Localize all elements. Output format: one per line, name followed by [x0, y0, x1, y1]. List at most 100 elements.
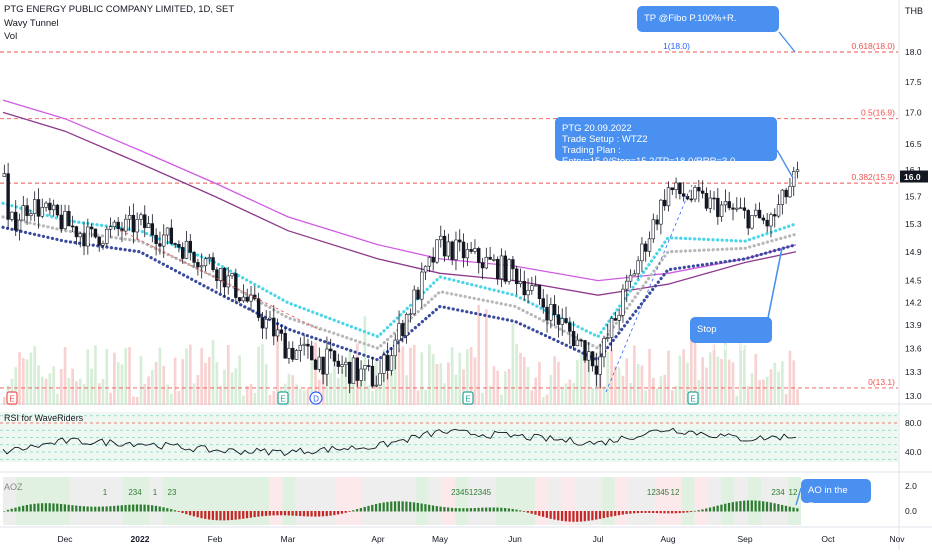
candle-body — [533, 284, 538, 287]
aoz-zone-band — [322, 477, 336, 525]
volume-bar — [261, 344, 264, 405]
candle-body — [359, 368, 363, 381]
volume-bar — [211, 339, 215, 405]
aoz-histogram-bar — [37, 503, 40, 512]
aoz-histogram-bar — [640, 511, 643, 513]
indicator-vol-label[interactable]: Vol — [4, 31, 18, 42]
aoz-histogram-bar — [162, 507, 165, 512]
volume-bar — [169, 394, 173, 405]
aoz-histogram-bar — [291, 511, 294, 516]
volume-bar — [302, 390, 306, 405]
volume-bar — [177, 390, 181, 405]
aoz-zone-count: 234 — [128, 488, 142, 497]
candle-body — [287, 347, 291, 359]
aoz-zone-band — [308, 477, 323, 525]
aoz-histogram-bar — [94, 506, 97, 512]
aoz-histogram-bar — [792, 507, 795, 512]
earnings-marker — [277, 391, 289, 405]
volume-bar — [663, 374, 667, 405]
volume-bar — [48, 373, 52, 405]
volume-bar — [75, 381, 78, 405]
candle-body — [173, 243, 177, 245]
aoz-histogram-bar — [306, 511, 309, 517]
volume-bar — [390, 364, 393, 405]
volume-bar — [686, 362, 689, 405]
candle-body — [678, 182, 682, 195]
candle-body — [275, 329, 280, 337]
candle-body — [370, 365, 375, 387]
aoz-histogram-bar — [185, 511, 188, 515]
ao-zone-callout: AO in the Zone — [801, 479, 871, 512]
volume-bar — [450, 347, 454, 405]
aoz-zone-count: 23 — [168, 488, 177, 497]
volume-bar — [481, 392, 484, 405]
volume-bar — [731, 362, 735, 405]
volume-bar — [492, 366, 496, 405]
aoz-histogram-bar — [75, 505, 78, 512]
candle-body — [256, 298, 261, 318]
time-tick-label: Oct — [821, 534, 835, 544]
aoz-histogram-bar — [200, 511, 203, 519]
volume-bar — [226, 344, 230, 405]
aoz-histogram-bar — [276, 511, 279, 516]
fib-label: 0(13.1) — [868, 377, 895, 387]
aoz-zone-count: 1 — [153, 488, 158, 497]
volume-bar — [397, 348, 401, 405]
volume-bar — [697, 380, 701, 405]
aoz-histogram-bar — [443, 507, 446, 512]
aoz-zone-count: 12345 — [469, 488, 492, 497]
time-tick-label: Jun — [508, 534, 522, 544]
candle-body — [70, 225, 75, 228]
volume-bar — [230, 372, 234, 405]
candle-body — [101, 243, 105, 246]
candle-body — [211, 257, 215, 271]
aoz-tick-label: 0.0 — [905, 506, 917, 516]
aoz-histogram-bar — [496, 507, 499, 512]
volume-bar — [151, 370, 154, 405]
aoz-histogram-bar — [693, 510, 697, 512]
aoz-zone-band — [707, 477, 722, 525]
current-price-badge — [900, 170, 928, 183]
volume-bar — [439, 363, 443, 405]
aoz-histogram-bar — [435, 506, 438, 512]
candle-body — [412, 289, 416, 315]
volume-bar — [458, 352, 462, 405]
aoz-histogram-bar — [242, 511, 245, 519]
aoz-zone-band — [787, 477, 801, 525]
volume-bar — [306, 387, 310, 405]
candle-body — [674, 182, 678, 190]
candle-body — [427, 256, 432, 267]
candle-body — [792, 171, 796, 187]
aoz-histogram-bar — [253, 511, 256, 518]
volume-bar — [614, 366, 617, 405]
aoz-histogram-bar — [587, 511, 590, 521]
candle-body — [625, 280, 629, 290]
volume-bar — [401, 346, 405, 405]
candle-body — [382, 354, 386, 374]
candle-body — [700, 190, 705, 194]
candle-body — [272, 317, 276, 337]
aoz-histogram-bar — [314, 511, 317, 517]
candle-body — [568, 322, 572, 332]
aoz-histogram-bar — [545, 511, 548, 518]
rsi-background-band — [0, 412, 898, 462]
currency-label: THB — [905, 6, 923, 16]
aoz-histogram-bar — [204, 511, 207, 519]
plan-callout-pointer — [776, 149, 794, 179]
aoz-histogram-bar — [97, 506, 101, 512]
aoz-histogram-bar — [784, 505, 788, 512]
aoz-histogram-bar — [128, 504, 131, 512]
volume-bar — [63, 347, 67, 405]
aoz-histogram-bar — [614, 511, 617, 516]
candle-body — [477, 248, 481, 263]
aoz-histogram-bar — [287, 511, 290, 516]
volume-bar — [181, 359, 185, 405]
candle-body — [332, 350, 337, 362]
volume-bar — [147, 376, 150, 405]
aoz-histogram-bar — [382, 502, 385, 512]
aoz-histogram-bar — [538, 511, 541, 516]
indicator-wavy-tunnel-label[interactable]: Wavy Tunnel — [4, 18, 59, 29]
volume-bar — [515, 344, 519, 405]
candle-body — [74, 226, 79, 238]
aoz-histogram-bar — [522, 511, 526, 512]
